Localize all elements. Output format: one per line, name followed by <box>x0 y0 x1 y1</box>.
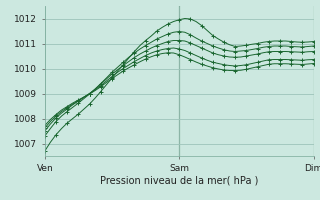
X-axis label: Pression niveau de la mer( hPa ): Pression niveau de la mer( hPa ) <box>100 175 258 185</box>
